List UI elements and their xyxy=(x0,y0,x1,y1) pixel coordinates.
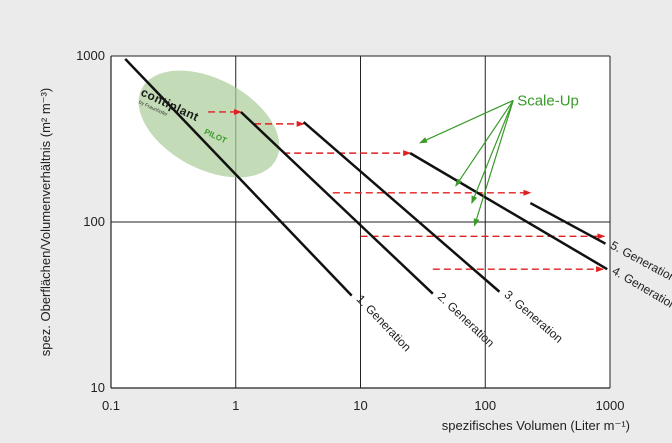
series-line xyxy=(529,201,607,245)
y-tick-label: 10 xyxy=(91,380,105,395)
y-axis-label: spez. Oberflächen/Volumenverhältnis (m² … xyxy=(38,88,53,356)
scale-up-pointer xyxy=(473,100,514,227)
y-tick-label: 100 xyxy=(83,214,105,229)
series-layer xyxy=(124,58,608,297)
scale-up-annotation: Scale-Up xyxy=(517,92,579,109)
x-tick-label: 1 xyxy=(232,398,239,413)
x-tick-label: 0.1 xyxy=(102,398,120,413)
arrow-layer xyxy=(208,108,606,273)
series-line xyxy=(124,58,353,297)
series-line xyxy=(302,121,501,293)
x-tick-label: 100 xyxy=(474,398,496,413)
x-tick-label: 10 xyxy=(353,398,367,413)
logo-bubble-layer xyxy=(138,70,280,178)
x-tick-label: 1000 xyxy=(596,398,625,413)
scale-up-pointer xyxy=(471,100,514,205)
logo-bubble xyxy=(138,70,280,178)
series-line xyxy=(409,152,608,271)
x-axis-label: spezifisches Volumen (Liter m⁻¹) xyxy=(442,418,630,433)
y-tick-label: 1000 xyxy=(76,48,105,63)
series-line xyxy=(240,111,434,295)
scale-up-pointer xyxy=(419,99,514,144)
scale-up-pointer xyxy=(455,100,514,187)
